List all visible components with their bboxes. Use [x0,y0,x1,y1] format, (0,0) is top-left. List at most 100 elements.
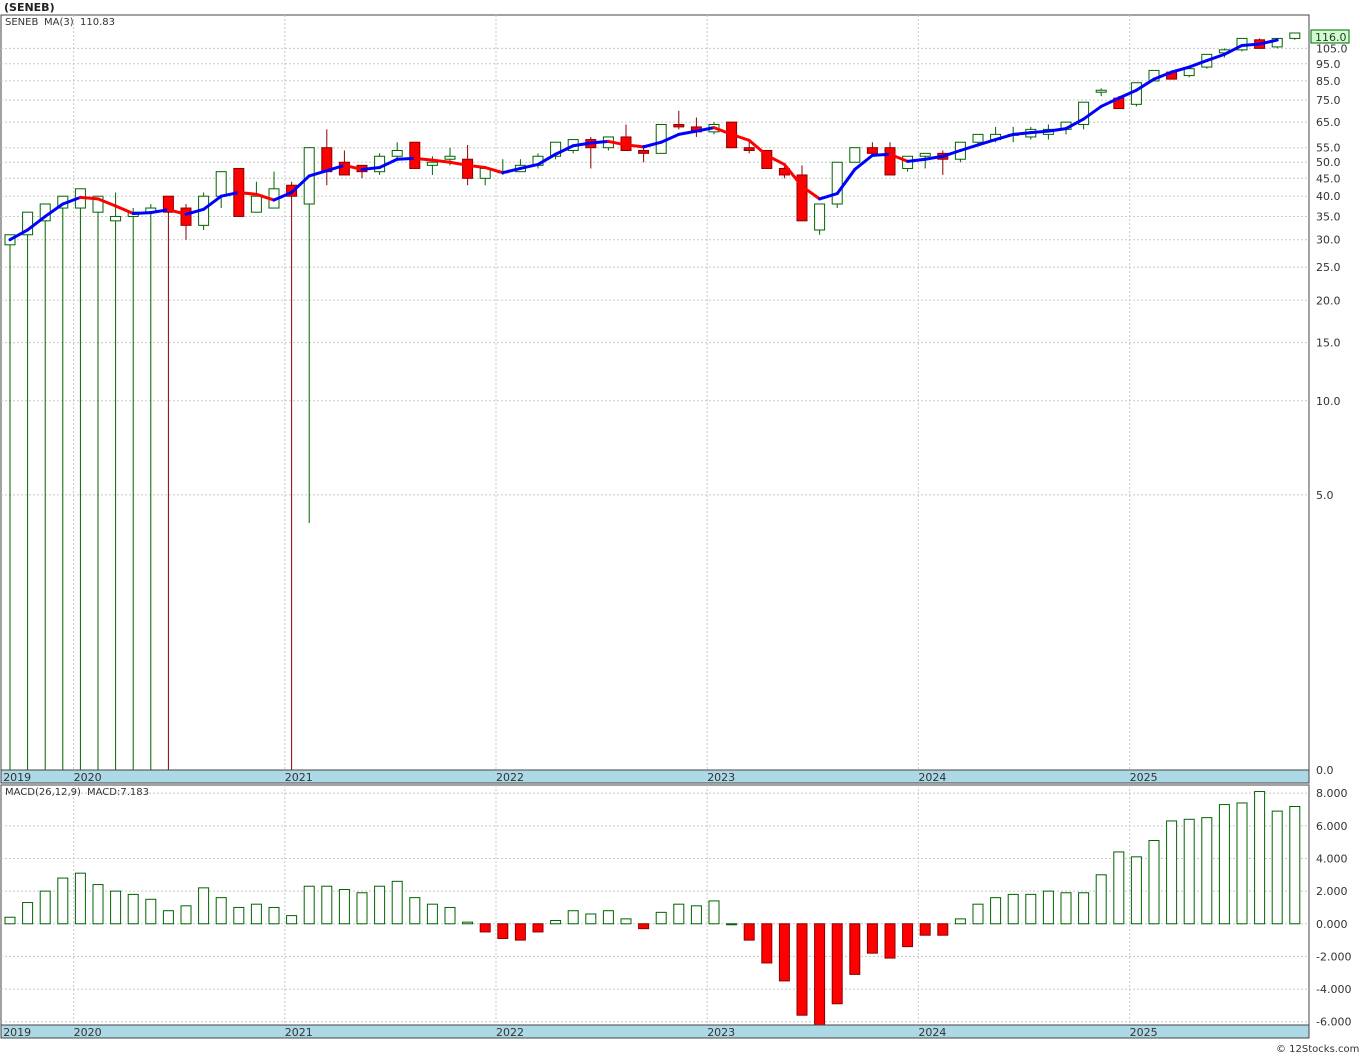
ma-segment [184,207,206,216]
candle-body [1078,101,1090,125]
macd-bar [321,885,333,925]
ma-segment [1222,43,1244,56]
candle-body [1095,89,1107,93]
macd-x-tick-label: 2019 [3,1026,31,1039]
ma-segment [8,228,30,242]
macd-bar [479,923,491,933]
macd-x-axis: 2019 2020 2021 2022 2023 2024 2025 [3,1026,1157,1039]
macd-bar [92,884,104,925]
price-y-tick-label: 65.0 [1316,116,1341,129]
macd-bar [110,890,122,925]
macd-bar [409,897,421,925]
ma-segment [747,138,769,157]
candle-body [180,207,192,226]
macd-bar [1007,893,1019,925]
ma-segment [870,152,892,157]
ma-segment [923,154,945,161]
ma-segment [483,166,505,175]
macd-bar [814,923,826,1026]
macd-bar [74,872,86,925]
macd-panel: -6.000 -4.000 -2.000 0.000 2.000 4.000 6.000 8.… [0,784,1351,1039]
ma-segment [800,184,822,201]
ma-segment [501,166,522,175]
ma-segment [571,141,593,148]
candle-body [743,147,755,151]
macd-bar [1271,810,1283,925]
macd-bar [497,923,509,939]
candle-body [814,203,826,231]
ma-segment [342,163,364,171]
ma-segment [413,156,434,162]
macd-bar [990,897,1002,925]
macd-bar [972,903,984,925]
macd-bar [1113,851,1125,925]
ma-segment [290,174,311,194]
macd-bar [1218,804,1230,925]
candle-body [831,161,843,205]
price-y-tick-label: 30.0 [1316,234,1341,247]
price-panel-frame [0,14,1310,771]
macd-bar [250,903,262,925]
price-x-tick-label: 2019 [3,771,31,784]
legend-ma-label: MA(3) [44,17,74,28]
price-y-tick-label: 10.0 [1316,395,1341,408]
macd-bar [426,903,438,925]
candle-body [250,195,262,213]
ma-segment [202,194,223,211]
candle-body [550,141,562,157]
ma-segment [1117,88,1138,100]
macd-y-tick-label: -6.000 [1316,1016,1351,1029]
price-y-tick-label: 45.0 [1316,172,1341,185]
price-x-tick-label: 2020 [74,771,102,784]
macd-legend-label: MACD(26,12,9) [5,787,81,798]
price-y-tick-label: 15.0 [1316,337,1341,350]
macd-bar [145,898,157,925]
macd-bar [1201,817,1213,925]
macd-bar [1236,802,1248,925]
macd-bar [374,885,386,925]
macd-bar [39,890,51,925]
macd-y-tick-label: 6.000 [1316,820,1348,833]
macd-bar [1025,893,1037,925]
macd-legend-value: MACD:7.183 [87,787,149,798]
candle-body [673,123,685,128]
ma-segment [78,195,100,201]
macd-histogram [4,791,1301,1026]
ma-segment [430,158,452,164]
price-y-tick-label: 5.0 [1316,489,1334,502]
price-x-axis: 2019 2020 2021 2022 2023 2024 2025 [3,771,1157,784]
macd-bar [690,905,702,925]
macd-bar [708,900,720,925]
ma-segment [26,214,47,232]
ma-segment [677,129,698,136]
ma-segment [114,204,135,215]
candle-body [796,174,808,222]
macd-bar [1078,892,1090,925]
price-x-tick-label: 2022 [496,771,524,784]
ma-segment [853,153,874,171]
footer-copyright: © 12Stocks.com [1276,1044,1359,1055]
price-y-tick-label: 75.0 [1316,94,1341,107]
macd-bar [655,911,667,925]
macd-bar [127,893,139,925]
macd-bar [919,923,931,936]
price-x-tick-label: 2023 [707,771,735,784]
macd-bar [602,910,614,925]
ma-segment [1134,77,1156,92]
ma-segment [958,143,980,152]
ma-segment [589,139,610,145]
ma-segment [694,126,716,133]
ma-segment [1029,129,1050,135]
candle-body [162,195,174,213]
ma-segment [730,132,751,142]
price-y-tick-label: 20.0 [1316,294,1341,307]
ma-segment [782,162,804,188]
macd-bar [884,923,896,959]
macd-bar [57,877,69,925]
macd-y-tick-label: 4.000 [1316,852,1348,865]
price-y-tick-label: 40.0 [1316,190,1341,203]
chart-title: (SENEB) [4,1,55,14]
macd-y-tick-label: -4.000 [1316,983,1351,996]
macd-bar [1148,840,1160,925]
macd-bar [726,923,738,926]
